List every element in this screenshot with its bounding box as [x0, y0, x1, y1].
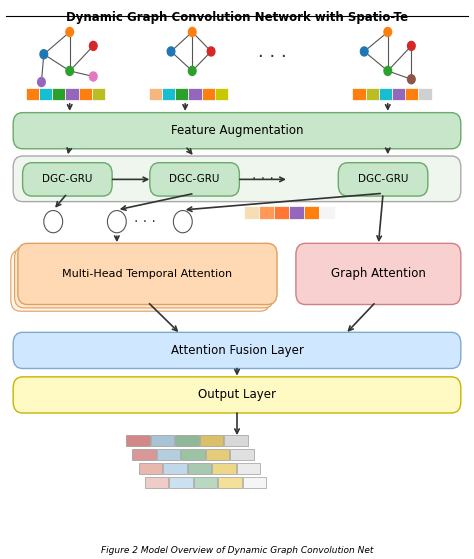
Circle shape [44, 211, 63, 233]
Bar [212, 463, 236, 474]
Text: Figure 2 Model Overview of Dynamic Graph Convolution Net: Figure 2 Model Overview of Dynamic Graph… [101, 546, 373, 555]
Bar [126, 435, 150, 447]
Circle shape [408, 75, 415, 84]
Bar [206, 449, 229, 460]
FancyBboxPatch shape [338, 163, 428, 196]
Bar [392, 88, 405, 101]
Bar [289, 206, 304, 220]
Bar [353, 88, 365, 101]
Bar [218, 477, 242, 488]
FancyBboxPatch shape [13, 333, 461, 368]
Bar [243, 477, 266, 488]
FancyBboxPatch shape [23, 163, 112, 196]
Bar [215, 88, 228, 101]
Circle shape [408, 41, 415, 50]
Circle shape [360, 47, 368, 56]
Circle shape [384, 67, 392, 75]
Circle shape [66, 67, 73, 75]
Circle shape [90, 72, 97, 81]
Bar [201, 88, 215, 101]
Text: Multi-Head Temporal Attention: Multi-Head Temporal Attention [63, 269, 233, 279]
Bar [145, 477, 168, 488]
Bar [149, 88, 162, 101]
FancyBboxPatch shape [13, 112, 461, 149]
FancyBboxPatch shape [18, 243, 277, 305]
Circle shape [37, 78, 45, 87]
Circle shape [207, 47, 215, 56]
Bar [162, 88, 175, 101]
Bar [138, 463, 162, 474]
Text: +: + [48, 215, 58, 228]
Bar [175, 88, 189, 101]
Circle shape [189, 67, 196, 75]
Bar [319, 206, 335, 220]
Circle shape [189, 27, 196, 36]
Text: Attention Fusion Layer: Attention Fusion Layer [171, 344, 303, 357]
Text: DGC-GRU: DGC-GRU [358, 174, 408, 184]
FancyBboxPatch shape [15, 247, 274, 308]
Bar [175, 435, 199, 447]
Text: Graph Attention: Graph Attention [331, 267, 426, 281]
Text: DGC-GRU: DGC-GRU [169, 174, 220, 184]
Bar [182, 449, 205, 460]
Circle shape [167, 47, 175, 56]
Bar [79, 88, 92, 101]
Text: Dynamic Graph Convolution Network with Spatio-Te: Dynamic Graph Convolution Network with S… [66, 11, 408, 25]
Bar [244, 206, 259, 220]
Text: +: + [111, 215, 122, 228]
Text: · · ·: · · · [134, 215, 156, 229]
Bar [200, 435, 223, 447]
Bar [189, 88, 201, 101]
Bar [151, 435, 174, 447]
Bar [230, 449, 254, 460]
Bar [26, 88, 39, 101]
Bar [65, 88, 79, 101]
Bar [274, 206, 289, 220]
Text: +: + [177, 215, 188, 228]
Bar [52, 88, 65, 101]
Bar [419, 88, 432, 101]
Circle shape [40, 50, 47, 59]
Text: Feature Augmentation: Feature Augmentation [171, 124, 303, 137]
Bar [132, 449, 156, 460]
Bar [237, 463, 260, 474]
FancyBboxPatch shape [296, 243, 461, 305]
Bar [188, 463, 211, 474]
Bar [304, 206, 319, 220]
Bar [405, 88, 419, 101]
Bar [224, 435, 248, 447]
Bar [39, 88, 52, 101]
FancyBboxPatch shape [150, 163, 239, 196]
Text: · · ·: · · · [258, 48, 287, 66]
FancyBboxPatch shape [13, 156, 461, 202]
Bar [259, 206, 274, 220]
Bar [157, 449, 181, 460]
Bar [379, 88, 392, 101]
Bar [92, 88, 105, 101]
Circle shape [384, 27, 392, 36]
FancyBboxPatch shape [11, 250, 270, 311]
FancyBboxPatch shape [13, 377, 461, 413]
Bar [194, 477, 217, 488]
Text: · · ·: · · · [252, 172, 274, 186]
Bar [365, 88, 379, 101]
Text: DGC-GRU: DGC-GRU [42, 174, 92, 184]
Bar [169, 477, 193, 488]
Circle shape [90, 41, 97, 50]
Text: Output Layer: Output Layer [198, 389, 276, 401]
Circle shape [108, 211, 126, 233]
Circle shape [173, 211, 192, 233]
Bar [163, 463, 187, 474]
Circle shape [66, 27, 73, 36]
